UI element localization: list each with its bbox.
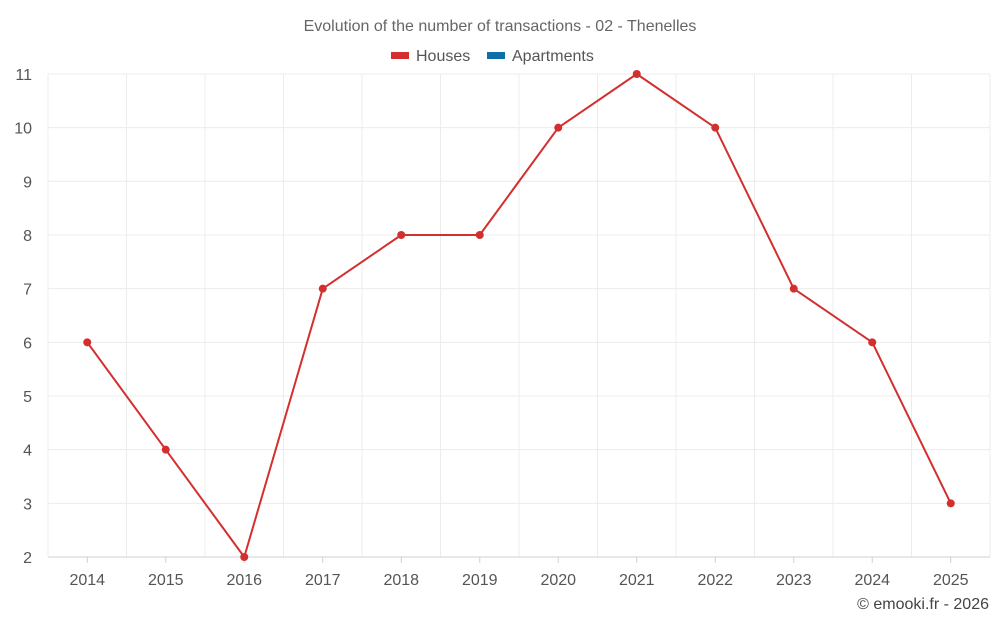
data-point-houses[interactable] — [161, 445, 170, 454]
legend-swatch-apartments — [487, 52, 505, 59]
y-tick-label: 7 — [23, 282, 32, 299]
legend-label-houses: Houses — [416, 48, 470, 65]
x-tick-label: 2017 — [305, 572, 341, 589]
data-point-houses[interactable] — [554, 123, 563, 132]
series — [83, 70, 955, 561]
y-tick-label: 11 — [15, 67, 32, 84]
legend-swatch-houses — [391, 52, 409, 59]
y-tick-label: 4 — [23, 443, 32, 460]
y-tick-label: 6 — [23, 335, 32, 352]
y-tick-label: 9 — [23, 174, 32, 191]
data-point-houses[interactable] — [789, 284, 798, 293]
chart-legend: Houses Apartments — [391, 48, 594, 65]
x-tick-label: 2025 — [933, 572, 969, 589]
x-tick-label: 2014 — [69, 572, 105, 589]
y-tick-label: 8 — [23, 228, 32, 245]
x-tick-label: 2019 — [462, 572, 498, 589]
data-point-houses[interactable] — [711, 123, 720, 132]
x-tick-label: 2021 — [619, 572, 655, 589]
data-point-houses[interactable] — [318, 284, 327, 293]
x-tick-label: 2022 — [697, 572, 733, 589]
grid — [47, 73, 991, 557]
x-tick-label: 2023 — [776, 572, 812, 589]
y-tick-label: 2 — [23, 550, 32, 567]
data-point-houses[interactable] — [83, 338, 92, 347]
x-tick-label: 2015 — [148, 572, 184, 589]
data-point-houses[interactable] — [868, 338, 877, 347]
chart-title: Evolution of the number of transactions … — [304, 18, 697, 35]
legend-item-houses[interactable]: Houses — [391, 48, 470, 65]
data-point-houses[interactable] — [397, 231, 406, 239]
x-tick-label: 2016 — [226, 572, 262, 589]
data-point-houses[interactable] — [946, 499, 955, 508]
x-tick-label: 2018 — [383, 572, 419, 589]
legend-label-apartments: Apartments — [512, 48, 594, 65]
x-tick-label: 2020 — [540, 572, 576, 589]
legend-item-apartments[interactable]: Apartments — [487, 48, 594, 65]
axes: 2 3 4 5 6 7 8 9 10 11 2014 2015 2016 2017 2018 2019 2020… — [14, 67, 990, 589]
y-tick-label: 5 — [23, 389, 32, 406]
y-tick-label: 10 — [14, 121, 32, 138]
data-point-houses[interactable] — [475, 231, 484, 239]
credit-text: © emooki.fr - 2026 — [857, 596, 989, 613]
data-point-houses[interactable] — [632, 70, 641, 78]
y-tick-label: 3 — [23, 496, 32, 513]
data-point-houses[interactable] — [240, 553, 249, 561]
series-line-houses — [86, 73, 952, 558]
x-tick-label: 2024 — [854, 572, 890, 589]
